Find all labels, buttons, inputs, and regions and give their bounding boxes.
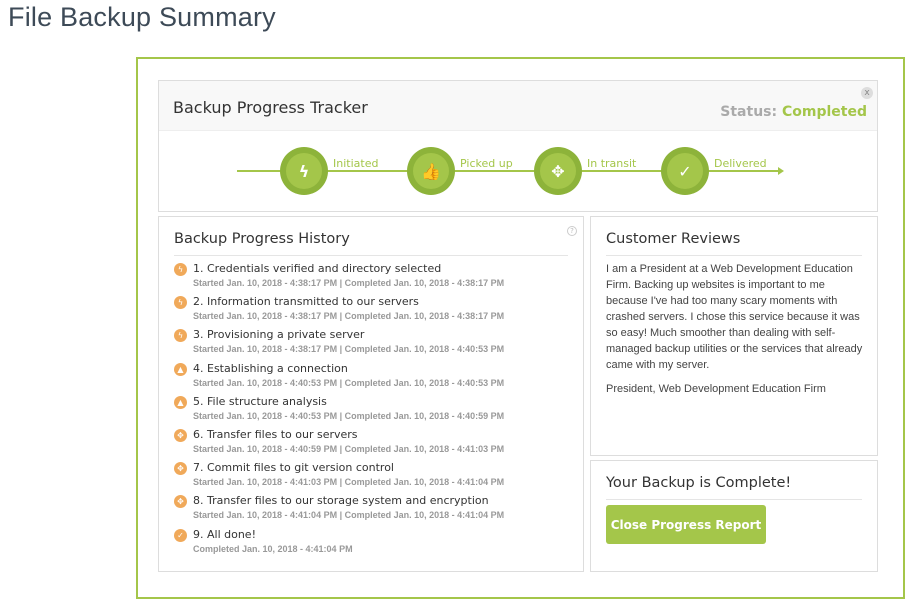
step-in-transit: ✥ [534, 147, 582, 195]
history-item: ✥ 7. Commit files to git version control S… [174, 461, 579, 493]
complete-title: Your Backup is Complete! [606, 475, 792, 491]
lightning-icon: ϟ [174, 263, 187, 276]
history-item: ϟ 1. Credentials verified and directory s… [174, 262, 579, 294]
divider [606, 499, 862, 500]
complete-panel: Your Backup is Complete! Close Progress … [590, 460, 878, 572]
tracker-title: Backup Progress Tracker [173, 98, 368, 117]
divider [606, 255, 862, 256]
divider [174, 255, 568, 256]
history-item-title: 6. Transfer files to our servers [193, 428, 358, 441]
review-author: President, Web Development Education Fir… [606, 383, 826, 395]
move-arrows-icon: ✥ [540, 153, 576, 189]
history-item: ▲ 4. Establishing a connection Started Jan… [174, 362, 579, 394]
move-arrows-icon: ✥ [174, 495, 187, 509]
history-item: ϟ 3. Provisioning a private server Started… [174, 328, 579, 360]
history-item-times: Started Jan. 10, 2018 - 4:38:17 PM | Com… [193, 278, 505, 288]
page-title: File Backup Summary [8, 2, 276, 32]
help-icon[interactable]: ? [567, 226, 577, 236]
history-item: ϟ 2. Information transmitted to our serve… [174, 295, 579, 327]
step-initiated: ϟ [280, 147, 328, 195]
close-progress-report-button[interactable]: Close Progress Report [606, 505, 766, 544]
history-item-times: Started Jan. 10, 2018 - 4:38:17 PM | Com… [193, 344, 505, 355]
history-item-title: 7. Commit files to git version control [193, 461, 394, 475]
lightning-icon: ϟ [286, 153, 322, 189]
history-panel: Backup Progress History ? ϟ 1. Credential… [158, 216, 584, 572]
step-label: Delivered [714, 157, 767, 170]
history-item-title: 9. All done! [193, 527, 256, 541]
step-delivered: ✓ [661, 147, 709, 195]
lightning-icon: ϟ [174, 329, 187, 343]
history-item-times: Started Jan. 10, 2018 - 4:38:17 PM | Com… [193, 311, 505, 322]
status-value: Completed [781, 104, 867, 120]
arrow-head-icon [778, 167, 784, 175]
history-item: ✥ 6. Transfer files to our servers Started… [174, 428, 579, 460]
summary-frame [136, 57, 905, 599]
history-item-title: 1. Credentials verified and directory se… [193, 262, 442, 275]
move-arrows-icon: ✥ [174, 429, 187, 442]
history-item-title: 8. Transfer files to our storage system … [193, 494, 489, 508]
history-item-title: 4. Establishing a connection [193, 361, 348, 375]
progress-line [237, 170, 782, 172]
check-icon: ✓ [667, 153, 703, 189]
history-title: Backup Progress History [174, 231, 350, 247]
reviews-title: Customer Reviews [606, 231, 741, 247]
tracker-panel: Backup Progress Tracker Status: Complete… [158, 80, 878, 212]
lightning-icon: ϟ [174, 296, 187, 310]
history-item: ✥ 8. Transfer files to our storage system… [174, 494, 579, 526]
check-icon: ✓ [174, 528, 187, 542]
status: Status: Completed [720, 104, 867, 120]
thumbs-up-icon: 👍 [413, 153, 449, 189]
history-item-times: Started Jan. 10, 2018 - 4:40:59 PM | Com… [193, 444, 505, 454]
history-item-times: Completed Jan. 10, 2018 - 4:41:04 PM [193, 543, 353, 554]
reviews-panel: Customer Reviews I am a President at a W… [590, 216, 878, 456]
history-item-times: Started Jan. 10, 2018 - 4:41:04 PM | Com… [193, 510, 505, 521]
step-picked-up: 👍 [407, 147, 455, 195]
review-text: I am a President at a Web Development Ed… [606, 263, 863, 371]
history-item: ▲ 5. File structure analysis Started Jan. … [174, 395, 579, 427]
move-arrows-icon: ✥ [174, 462, 187, 476]
history-item: ✓ 9. All done! Completed Jan. 10, 2018 - 4… [174, 528, 579, 560]
history-item-times: Started Jan. 10, 2018 - 4:41:03 PM | Com… [193, 477, 505, 488]
thumbs-up-icon: ▲ [174, 362, 187, 376]
step-label: Picked up [460, 157, 513, 170]
thumbs-up-icon: ▲ [174, 395, 187, 409]
history-item-title: 2. Information transmitted to our server… [193, 295, 419, 309]
review-body: I am a President at a Web Development Ed… [606, 261, 868, 397]
status-label: Status: [720, 104, 778, 120]
history-item-times: Started Jan. 10, 2018 - 4:40:53 PM | Com… [193, 377, 505, 388]
step-label: Initiated [333, 157, 379, 170]
history-item-title: 5. File structure analysis [193, 394, 327, 408]
close-icon[interactable]: x [861, 87, 873, 99]
history-item-title: 3. Provisioning a private server [193, 328, 365, 342]
step-label: In transit [587, 157, 637, 170]
history-item-times: Started Jan. 10, 2018 - 4:40:53 PM | Com… [193, 410, 505, 421]
